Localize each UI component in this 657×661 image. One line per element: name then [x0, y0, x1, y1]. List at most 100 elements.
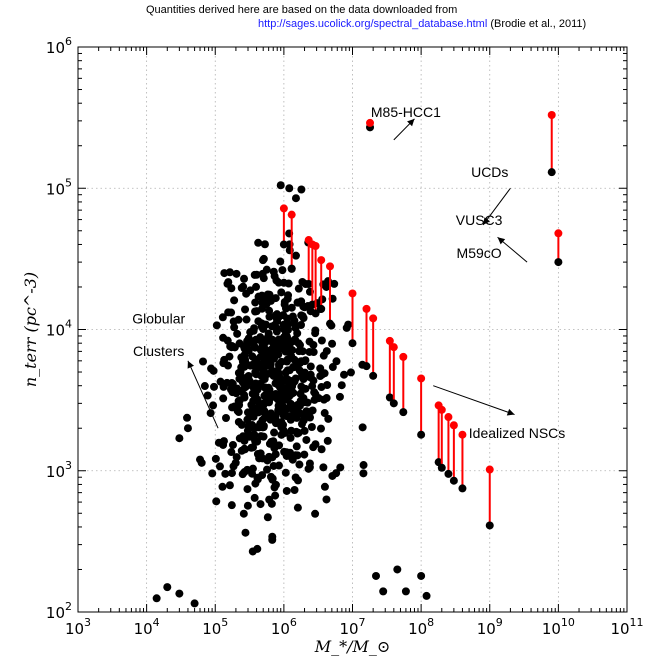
pair-lower-point — [279, 240, 288, 249]
cluster-point — [219, 394, 228, 403]
cluster-point — [276, 257, 285, 266]
cluster-point — [275, 362, 284, 371]
cluster-point — [183, 413, 192, 422]
x-tick-label: 104 — [134, 616, 160, 638]
annotation-arrowhead — [497, 237, 506, 245]
cluster-point — [260, 345, 269, 354]
cluster-point — [214, 438, 223, 447]
cluster-point — [241, 528, 250, 537]
pair-lower-point — [369, 371, 378, 380]
cluster-point — [298, 347, 307, 356]
cluster-point — [218, 482, 227, 491]
cluster-point — [258, 471, 267, 480]
cluster-point — [219, 333, 228, 342]
x-tick-labels: 103 104 105 106 107 108 109 1010 1011 — [65, 616, 644, 638]
annotation-labels: M85-HCC1 UCDs VUSC3 M59cO Globular Clusters Id… — [132, 104, 565, 441]
annotation-arrowhead — [407, 118, 415, 127]
cluster-point — [263, 369, 272, 378]
cluster-point — [285, 184, 294, 193]
cluster-point — [183, 424, 192, 433]
cluster-point — [320, 482, 329, 491]
cluster-point — [232, 269, 241, 278]
cluster-point — [251, 307, 260, 316]
cluster-point — [317, 336, 326, 345]
pair-lower-point — [348, 339, 357, 348]
cluster-point — [307, 423, 316, 432]
cluster-point — [311, 509, 320, 518]
cluster-point — [263, 513, 272, 522]
annotation-label: VUSC3 — [456, 212, 503, 228]
pair-lower-point — [485, 521, 494, 530]
pair-lower-point — [449, 476, 458, 485]
cluster-point — [277, 422, 286, 431]
source-database-link[interactable]: http://sages.ucolick.org/spectral_databa… — [258, 18, 488, 30]
cluster-point — [266, 415, 275, 424]
cluster-point — [322, 495, 331, 504]
y-tick-label: 106 — [46, 35, 72, 57]
cluster-point — [250, 430, 259, 439]
pair-lower-point — [437, 463, 446, 472]
cluster-point — [285, 366, 294, 375]
cluster-point — [271, 491, 280, 500]
cluster-point — [265, 495, 274, 504]
cluster-point — [281, 468, 290, 477]
annotation-arrowhead — [506, 408, 515, 416]
cluster-point — [225, 481, 234, 490]
source-note-line2: http://sages.ucolick.org/spectral_databa… — [258, 18, 586, 30]
cluster-point — [300, 357, 309, 366]
annotation-label: UCDs — [471, 164, 508, 180]
source-note-line1: Quantities derived here are based on the… — [146, 4, 458, 16]
axis-ticks — [77, 46, 628, 613]
pair-upper-point — [279, 204, 288, 213]
cluster-point — [305, 337, 314, 346]
cluster-point — [203, 391, 212, 400]
cluster-point — [248, 352, 257, 361]
cluster-point — [393, 565, 402, 574]
cluster-point — [274, 278, 283, 287]
cluster-point — [287, 426, 296, 435]
cluster-point — [243, 485, 252, 494]
cluster-point — [206, 409, 215, 418]
cluster-point — [290, 486, 299, 495]
cluster-point — [259, 274, 268, 283]
cluster-point — [332, 357, 341, 366]
annotation-label: Globular — [132, 311, 185, 327]
cluster-point — [290, 316, 299, 325]
y-tick-label: 104 — [46, 318, 72, 340]
x-tick-label: 106 — [271, 616, 297, 638]
cluster-point — [358, 423, 367, 432]
cluster-point — [274, 368, 283, 377]
cluster-point — [337, 381, 346, 390]
cluster-point — [219, 359, 228, 368]
cluster-point — [260, 240, 269, 249]
cluster-point — [291, 194, 300, 203]
cluster-point — [251, 298, 260, 307]
cluster-point — [371, 571, 380, 580]
pair-lower-point — [362, 362, 371, 371]
cluster-point — [270, 483, 279, 492]
cluster-point — [314, 394, 323, 403]
cluster-point — [230, 296, 239, 305]
cluster-point — [279, 311, 288, 320]
cluster-point — [237, 283, 246, 292]
cluster-point — [250, 493, 259, 502]
cluster-point — [265, 452, 274, 461]
cluster-point — [266, 296, 275, 305]
cluster-point — [346, 368, 355, 377]
cluster-point — [254, 238, 263, 247]
cluster-point — [251, 479, 260, 488]
cluster-point — [282, 357, 291, 366]
cluster-point — [265, 290, 274, 299]
cluster-point — [239, 509, 248, 518]
x-tick-label: 107 — [339, 616, 365, 638]
y-tick-label: 103 — [46, 459, 72, 481]
x-tick-label: 103 — [65, 616, 91, 638]
cluster-point — [263, 465, 272, 474]
cluster-point — [282, 451, 291, 460]
cluster-point — [221, 469, 230, 478]
annotation-arrow — [187, 360, 219, 429]
cluster-point — [229, 317, 238, 326]
pair-upper-point — [458, 430, 467, 439]
cluster-point — [212, 497, 221, 506]
